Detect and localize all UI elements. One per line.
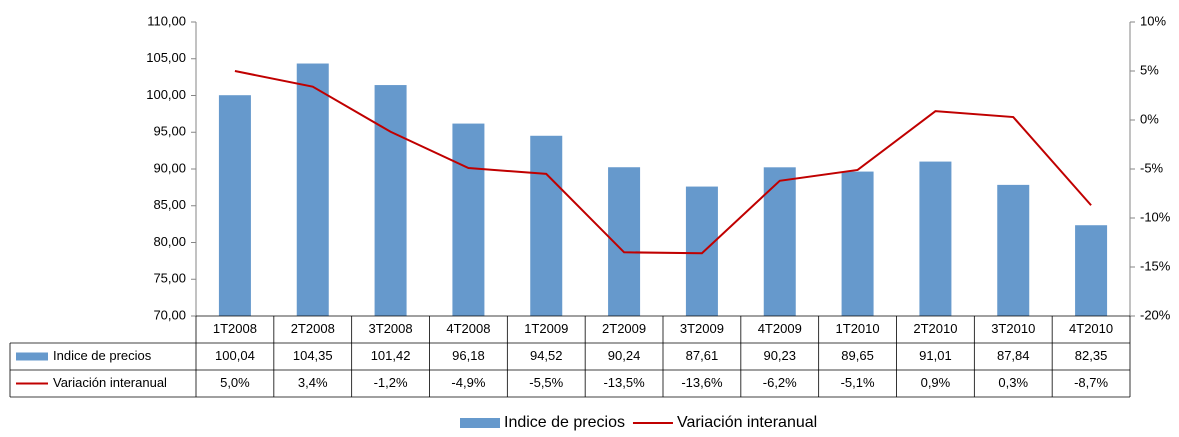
legend-swatch [460,418,500,428]
x-tick-label: 2T2008 [291,321,335,336]
table-cell: 0,3% [998,375,1028,390]
bar [530,135,563,316]
table-row-label: Indice de precios [53,348,152,363]
y2-tick-label: -20% [1140,307,1171,322]
x-tick-label: 3T2009 [680,321,724,336]
table-cell: 96,18 [452,348,485,363]
table-swatch [16,352,48,361]
y-tick-label: 75,00 [153,271,186,286]
y2-tick-label: -5% [1140,160,1164,175]
y2-tick-label: -15% [1140,258,1171,273]
bar [919,161,952,316]
table-row-label: Variación interanual [53,375,167,390]
x-tick-label: 4T2008 [446,321,490,336]
table-cell: -13,5% [603,375,645,390]
x-tick-label: 3T2008 [369,321,413,336]
table-cell: 94,52 [530,348,563,363]
table-cell: -5,5% [529,375,563,390]
x-tick-label: 2T2010 [913,321,957,336]
table-cell: 104,35 [293,348,333,363]
bar [997,184,1030,316]
x-tick-label: 1T2008 [213,321,257,336]
table-cell: 90,23 [763,348,796,363]
table-cell: -1,2% [374,375,408,390]
table-cell: 0,9% [921,375,951,390]
x-tick-label: 1T2010 [836,321,880,336]
x-tick-label: 4T2010 [1069,321,1113,336]
y-tick-label: 85,00 [153,197,186,212]
y2-tick-label: -10% [1140,209,1171,224]
bar [685,186,718,316]
table-cell: 5,0% [220,375,250,390]
y2-tick-label: 5% [1140,62,1159,77]
legend-label: Variación interanual [677,414,817,431]
bar [452,123,485,317]
table-cell: 90,24 [608,348,641,363]
line [234,70,1092,255]
table-cell: 87,61 [686,348,719,363]
table-cell: -13,6% [681,375,723,390]
table-cell: -8,7% [1074,375,1108,390]
x-tick-label: 4T2009 [758,321,802,336]
table-cell: 101,42 [371,348,411,363]
y-tick-label: 110,00 [147,13,186,28]
bar [296,63,329,317]
legend-label: Indice de precios [504,414,625,431]
legend: Indice de precios Variación interanual [460,414,817,431]
x-tick-label: 3T2010 [991,321,1035,336]
x-tick-label: 2T2009 [602,321,646,336]
bar [218,95,251,317]
table-cell: -6,2% [763,375,797,390]
y-tick-label: 70,00 [153,307,186,322]
y2-tick-label: 0% [1140,111,1159,126]
table-cell: 100,04 [215,348,255,363]
y-tick-label: 105,00 [146,50,186,65]
y2-tick-label: 10% [1140,13,1166,28]
y-tick-label: 95,00 [153,124,186,139]
table-cell: 3,4% [298,375,328,390]
x-tick-label: 1T2009 [524,321,568,336]
bar [841,171,874,316]
table-cell: 91,01 [919,348,952,363]
table-cell: 82,35 [1075,348,1108,363]
table-cell: 87,84 [997,348,1030,363]
bar [374,85,407,316]
y-tick-label: 100,00 [146,87,186,102]
y-tick-label: 80,00 [153,234,186,249]
bar [1075,225,1108,316]
table-cell: 89,65 [841,348,874,363]
table-cell: -4,9% [451,375,485,390]
bar [763,167,796,316]
table-cell: -5,1% [841,375,875,390]
y-tick-label: 90,00 [153,160,186,175]
